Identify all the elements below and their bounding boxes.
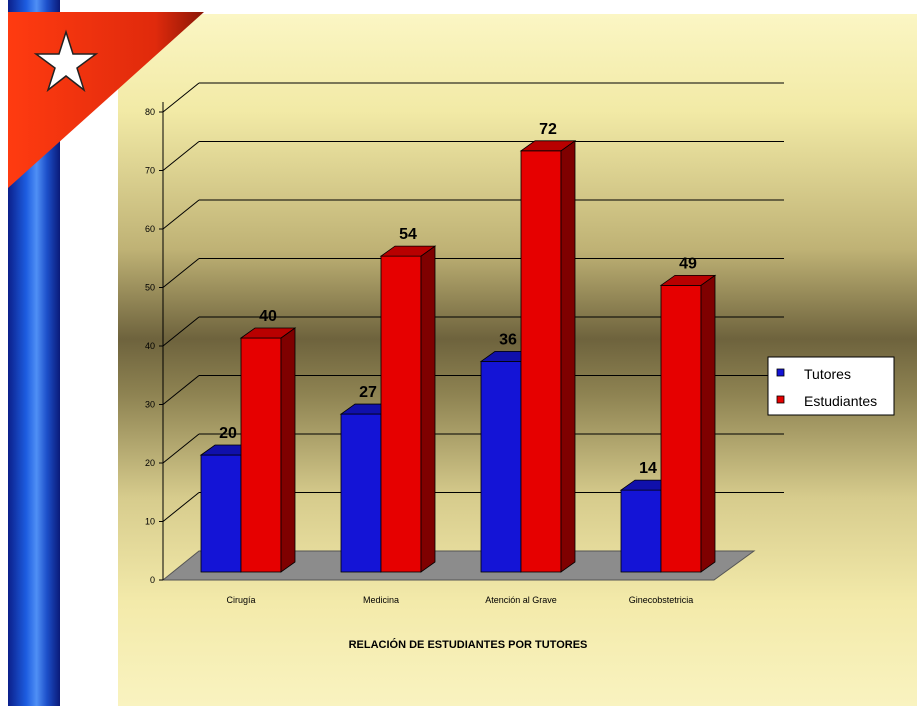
grid-diagonal — [162, 433, 200, 464]
grid-diagonal — [162, 316, 200, 347]
bar-layer — [199, 140, 717, 573]
legend-box — [767, 356, 895, 416]
x-axis-title: RELACIÓN DE ESTUDIANTES POR TUTORES — [349, 638, 588, 651]
data-label-estudiantes-3: 49 — [679, 255, 697, 272]
data-label-tutores-0: 20 — [219, 425, 237, 442]
legend-swatch-tutores — [776, 368, 785, 377]
legend-label-estudiantes: Estudiantes — [804, 393, 877, 409]
data-label-estudiantes-1: 54 — [399, 226, 417, 243]
cuban-flag-star-icon — [8, 12, 204, 188]
y-tick-label: 10 — [145, 517, 155, 527]
y-tick-label: 80 — [145, 107, 155, 117]
y-tick-label: 0 — [150, 575, 155, 585]
x-category-label: Atención al Grave — [485, 595, 557, 605]
y-tick-label: 20 — [145, 458, 155, 468]
bar-estudiantes-2 — [519, 140, 577, 573]
grid-diagonal — [162, 492, 200, 522]
chart-floor — [161, 550, 756, 581]
y-tick-label: 50 — [145, 283, 155, 293]
bar-estudiantes-3 — [659, 274, 717, 573]
x-category-label: Medicina — [363, 595, 399, 605]
legend-label-tutores: Tutores — [804, 366, 851, 382]
bar-estudiantes-1 — [379, 245, 437, 573]
data-label-tutores-2: 36 — [499, 331, 517, 348]
grid-diagonal — [162, 141, 200, 171]
grid-diagonal — [162, 82, 200, 113]
data-label-tutores-3: 14 — [639, 460, 657, 477]
data-label-tutores-1: 27 — [359, 384, 377, 401]
grid-diagonal — [162, 199, 200, 230]
x-category-label: Ginecobstetricia — [629, 595, 694, 605]
bar-tutores-0 — [199, 444, 257, 573]
x-category-label: Cirugía — [226, 595, 255, 605]
bar-estudiantes-0 — [239, 327, 297, 573]
grid-diagonal — [162, 375, 200, 405]
legend: Tutores Estudiantes — [767, 356, 895, 416]
y-tick-label: 70 — [145, 166, 155, 176]
label-layer: 0 10 20 30 40 50 60 70 80 20 40 Cirugía 27 54 Medicina… — [145, 107, 697, 605]
data-label-estudiantes-0: 40 — [259, 308, 277, 325]
y-tick-label: 40 — [145, 341, 155, 351]
data-label-estudiantes-2: 72 — [539, 121, 557, 138]
y-tick-label: 30 — [145, 400, 155, 410]
legend-swatch-estudiantes — [776, 395, 785, 404]
y-tick-label: 60 — [145, 224, 155, 234]
grid-diagonal — [162, 258, 200, 288]
